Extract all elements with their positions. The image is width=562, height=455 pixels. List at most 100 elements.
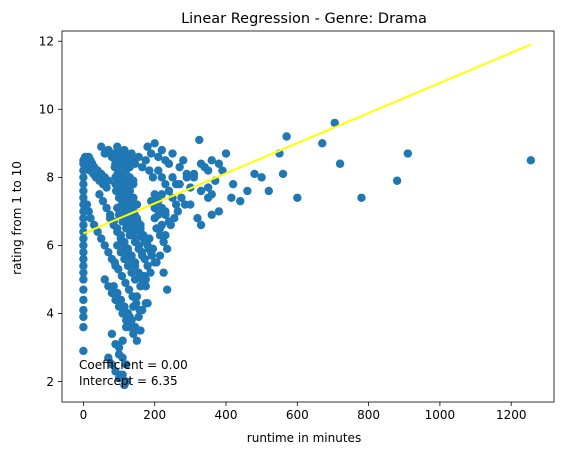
data-point (114, 179, 124, 189)
data-point (173, 207, 183, 216)
y-tick-label: 10 (39, 102, 54, 116)
data-point (79, 312, 88, 322)
data-point (177, 193, 186, 202)
data-point (243, 186, 252, 196)
data-point (168, 173, 177, 182)
data-point (118, 370, 127, 379)
data-point (82, 200, 92, 209)
data-point (157, 173, 167, 182)
data-point (113, 288, 122, 298)
data-point (318, 139, 327, 148)
data-point (148, 173, 158, 182)
data-point (95, 190, 104, 199)
data-point (357, 193, 366, 202)
data-point (130, 261, 140, 271)
data-point (155, 224, 165, 233)
data-point (157, 190, 167, 199)
data-point (145, 234, 154, 243)
data-point (79, 241, 88, 250)
data-point (335, 159, 345, 168)
data-point (147, 251, 157, 260)
data-point (79, 295, 88, 305)
data-point (79, 227, 88, 237)
data-point (221, 149, 231, 158)
data-point (125, 186, 134, 196)
data-point (125, 231, 134, 240)
data-point (141, 275, 150, 284)
y-tick-label: 6 (46, 239, 54, 253)
data-point (278, 169, 288, 179)
data-point (114, 343, 124, 352)
data-point (131, 299, 141, 308)
y-tick-label: 2 (46, 375, 54, 389)
x-tick-label: 600 (286, 408, 309, 422)
axes: 0 200 400 600 800 1000 1200 2 4 6 8 10 12 (39, 30, 555, 422)
x-axis-label: runtime in minutes (247, 431, 361, 445)
data-point (120, 302, 129, 311)
data-point (100, 241, 109, 250)
data-point (134, 244, 143, 254)
x-tick-label: 800 (357, 408, 380, 422)
data-point (136, 224, 145, 233)
data-point (121, 179, 131, 189)
chart-title: Linear Regression - Genre: Drama (181, 11, 427, 27)
data-point (136, 282, 145, 291)
data-point (116, 234, 126, 243)
data-point (257, 173, 266, 182)
data-point (200, 162, 209, 172)
data-point (86, 214, 95, 223)
data-point (114, 265, 123, 274)
data-point (79, 186, 88, 196)
data-point (150, 190, 159, 199)
data-point (118, 353, 127, 362)
data-point (132, 214, 142, 223)
data-point (250, 169, 259, 179)
data-point (100, 275, 109, 284)
data-point (121, 278, 130, 288)
regression-line (83, 43, 532, 235)
data-point (236, 196, 245, 206)
data-point (97, 142, 106, 151)
data-point (79, 322, 88, 332)
data-point (159, 268, 168, 277)
data-point (146, 149, 156, 158)
data-point (79, 346, 88, 356)
data-point (179, 156, 188, 165)
data-point (79, 275, 88, 284)
plot-marks (79, 43, 536, 390)
data-point (116, 248, 126, 257)
data-point (161, 179, 170, 189)
data-point (228, 179, 238, 189)
data-point (79, 220, 88, 230)
data-point (293, 193, 302, 202)
data-point (121, 322, 131, 332)
data-point (102, 203, 111, 213)
data-point (150, 139, 159, 148)
data-point (159, 237, 168, 247)
data-point (130, 275, 140, 284)
data-point (121, 224, 131, 233)
data-point (79, 261, 88, 271)
data-point (114, 193, 124, 202)
data-point (135, 305, 144, 315)
data-point (107, 329, 117, 339)
data-point (195, 135, 204, 145)
data-point (121, 360, 131, 369)
data-point (152, 258, 161, 267)
data-point (138, 251, 147, 260)
x-tick-label: 200 (143, 408, 166, 422)
data-point (143, 261, 152, 271)
data-point (182, 173, 191, 182)
data-point (161, 210, 170, 219)
data-point (102, 183, 111, 192)
data-point (113, 203, 122, 213)
annotation-coefficient: Coefficient = 0.00 (79, 358, 188, 372)
data-point (97, 234, 106, 243)
data-point (186, 200, 195, 209)
data-point (113, 241, 122, 250)
data-point (118, 336, 127, 345)
data-point (154, 166, 163, 175)
data-point (118, 159, 127, 168)
data-point (218, 166, 227, 175)
